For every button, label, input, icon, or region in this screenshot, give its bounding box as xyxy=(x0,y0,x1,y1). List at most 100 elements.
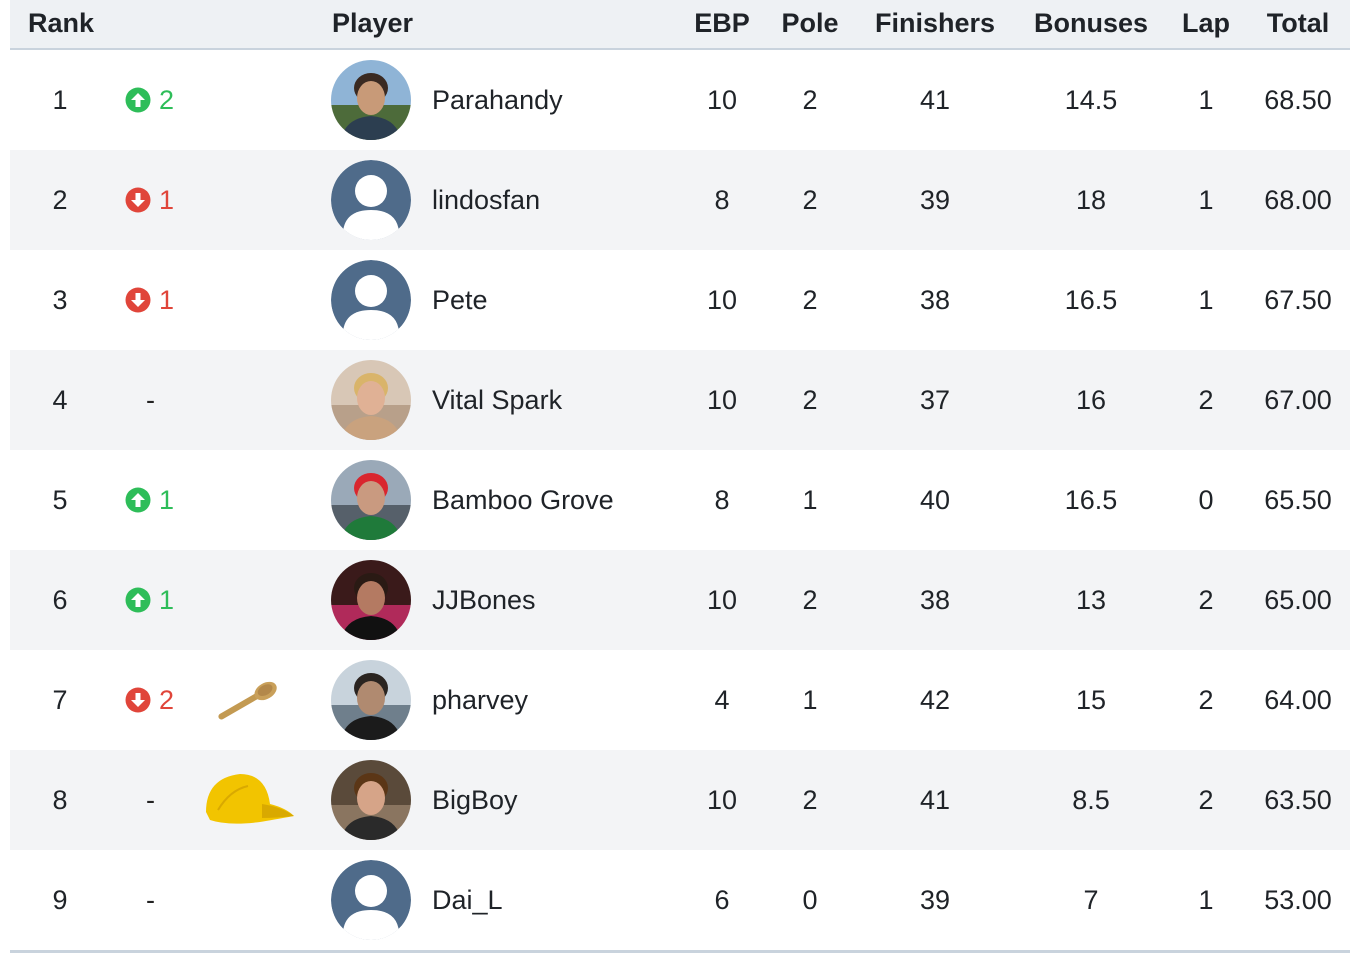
rank-cell: 3 xyxy=(52,285,68,315)
ebp-cell: 10 xyxy=(706,585,738,615)
total-cell: 63.50 xyxy=(1264,785,1332,815)
ebp-cell: 10 xyxy=(706,785,738,815)
lap-cell: 0 xyxy=(1198,485,1214,515)
player-name[interactable]: pharvey xyxy=(432,685,529,715)
total-cell: 68.00 xyxy=(1264,185,1332,215)
rank-cell: 4 xyxy=(52,385,68,415)
table-row[interactable]: 3 1 Pete 10 2 38 16.5 1 67.50 xyxy=(10,250,1350,350)
total-cell: 53.00 xyxy=(1264,885,1332,915)
total-cell: 65.50 xyxy=(1264,485,1332,515)
player-name[interactable]: Bamboo Grove xyxy=(432,485,614,515)
table-row[interactable]: 4 - Vital Spark 10 2 37 16 2 67.00 xyxy=(10,350,1350,450)
lap-cell: 2 xyxy=(1198,385,1214,415)
total-cell: 64.00 xyxy=(1264,685,1332,715)
pole-cell: 2 xyxy=(802,85,818,115)
table-row[interactable]: 8 - BigBoy 10 2 41 8.5 2 63.50 xyxy=(10,750,1350,850)
lap-cell: 1 xyxy=(1198,285,1214,315)
player-name[interactable]: Dai_L xyxy=(432,885,503,915)
pole-cell: 1 xyxy=(802,685,818,715)
position-change-value: - xyxy=(146,784,155,815)
table-row[interactable]: 6 1 JJBones 10 2 38 13 2 65.00 xyxy=(10,550,1350,650)
total-cell: 68.50 xyxy=(1264,85,1332,115)
arrow-up-circle-icon xyxy=(125,87,159,113)
lap-cell: 2 xyxy=(1198,585,1214,615)
avatar[interactable] xyxy=(331,560,411,640)
arrow-up-circle-icon xyxy=(125,587,159,613)
position-change: - xyxy=(146,350,155,450)
header-finishers[interactable]: Finishers xyxy=(874,8,996,38)
ebp-cell: 10 xyxy=(706,385,738,415)
ebp-cell: 6 xyxy=(714,885,730,915)
bonuses-cell: 16.5 xyxy=(1064,485,1118,515)
total-cell: 67.00 xyxy=(1264,385,1332,415)
position-change: 1 xyxy=(125,550,174,650)
pole-cell: 2 xyxy=(802,585,818,615)
player-name[interactable]: JJBones xyxy=(432,585,536,615)
ebp-cell: 10 xyxy=(706,285,738,315)
lap-cell: 2 xyxy=(1198,785,1214,815)
finishers-cell: 41 xyxy=(919,85,951,115)
bonuses-cell: 16.5 xyxy=(1064,285,1118,315)
ebp-cell: 10 xyxy=(706,85,738,115)
total-cell: 65.00 xyxy=(1264,585,1332,615)
avatar[interactable] xyxy=(331,760,411,840)
rank-cell: 8 xyxy=(52,785,68,815)
default-user-icon[interactable] xyxy=(331,260,411,340)
position-change: 1 xyxy=(125,450,174,550)
total-cell: 67.50 xyxy=(1264,285,1332,315)
pole-cell: 0 xyxy=(802,885,818,915)
header-ebp[interactable]: EBP xyxy=(694,8,750,38)
position-change-value: 1 xyxy=(159,284,175,315)
player-name[interactable]: Vital Spark xyxy=(432,385,563,415)
pole-cell: 1 xyxy=(802,485,818,515)
avatar[interactable] xyxy=(331,360,411,440)
default-user-icon[interactable] xyxy=(331,160,411,240)
position-change-value: - xyxy=(146,384,155,415)
table-body: 1 2 Parahandy 10 2 41 14.5 1 68.50 2 1 lindosfan 8 2 3… xyxy=(10,50,1350,950)
rank-cell: 9 xyxy=(52,885,68,915)
pole-cell: 2 xyxy=(802,285,818,315)
position-change-value: - xyxy=(146,884,155,915)
table-row[interactable]: 9 - Dai_L 6 0 39 7 1 53.00 xyxy=(10,850,1350,950)
player-name[interactable]: Parahandy xyxy=(432,85,563,115)
position-change: - xyxy=(146,850,155,950)
position-change: 1 xyxy=(125,150,174,250)
table-row[interactable]: 2 1 lindosfan 8 2 39 18 1 68.00 xyxy=(10,150,1350,250)
arrow-down-circle-icon xyxy=(125,687,159,713)
table-row[interactable]: 5 1 Bamboo Grove 8 1 40 16.5 0 65.50 xyxy=(10,450,1350,550)
pole-cell: 2 xyxy=(802,785,818,815)
pole-cell: 2 xyxy=(802,185,818,215)
position-change-value: 2 xyxy=(159,84,175,115)
finishers-cell: 37 xyxy=(919,385,951,415)
arrow-down-circle-icon xyxy=(125,287,159,313)
header-total[interactable]: Total xyxy=(1266,8,1330,38)
header-rank[interactable]: Rank xyxy=(28,8,95,38)
header-lap[interactable]: Lap xyxy=(1181,8,1231,38)
avatar[interactable] xyxy=(331,60,411,140)
rank-cell: 2 xyxy=(52,185,68,215)
rank-cell: 1 xyxy=(52,85,68,115)
player-name[interactable]: Pete xyxy=(432,285,488,315)
bonuses-cell: 18 xyxy=(1075,185,1107,215)
finishers-cell: 38 xyxy=(919,285,951,315)
avatar[interactable] xyxy=(331,460,411,540)
avatar[interactable] xyxy=(331,660,411,740)
lap-cell: 1 xyxy=(1198,185,1214,215)
table-row[interactable]: 7 2 pharvey 4 1 42 15 2 64.00 xyxy=(10,650,1350,750)
header-player[interactable]: Player xyxy=(332,8,414,38)
table-bottom-divider xyxy=(10,950,1350,953)
bonuses-cell: 14.5 xyxy=(1064,85,1118,115)
bonuses-cell: 15 xyxy=(1075,685,1107,715)
player-name[interactable]: BigBoy xyxy=(432,785,518,815)
default-user-icon[interactable] xyxy=(331,860,411,940)
player-name[interactable]: lindosfan xyxy=(432,185,541,215)
table-row[interactable]: 1 2 Parahandy 10 2 41 14.5 1 68.50 xyxy=(10,50,1350,150)
ebp-cell: 8 xyxy=(714,485,730,515)
ebp-cell: 8 xyxy=(714,185,730,215)
leaderboard-table: Rank Player EBP Pole Finishers Bonuses L… xyxy=(10,0,1350,953)
header-bonuses[interactable]: Bonuses xyxy=(1033,8,1149,38)
header-pole[interactable]: Pole xyxy=(781,8,839,38)
arrow-up-circle-icon xyxy=(125,487,159,513)
position-change: 2 xyxy=(125,650,174,750)
table-header: Rank Player EBP Pole Finishers Bonuses L… xyxy=(10,0,1350,50)
